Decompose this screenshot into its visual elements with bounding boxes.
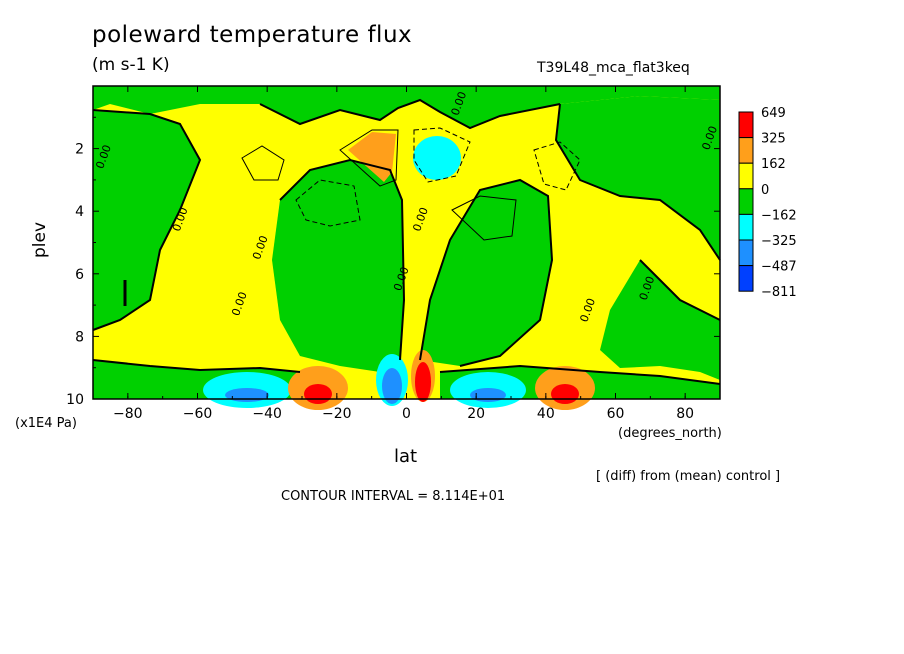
colorbar-swatch — [738, 137, 754, 164]
colorbar-label: −162 — [761, 208, 797, 223]
colorbar-swatch — [738, 188, 754, 215]
colorbar-swatch — [738, 162, 754, 190]
colorbar-swatch — [738, 265, 754, 292]
zero-contour — [639, 259, 721, 321]
dashed-contour — [533, 141, 581, 191]
y-tick-label: 8 — [75, 329, 84, 345]
zero-contour — [419, 178, 554, 367]
colorbar-label: −325 — [761, 234, 797, 249]
x-tick-label: −20 — [322, 406, 352, 422]
run-name: T39L48_mca_flat3keq — [537, 60, 690, 76]
y-tick-label: 10 — [66, 392, 84, 408]
fill-red-eq — [415, 362, 431, 402]
fill-green-right-lobe — [600, 260, 720, 380]
colorbar: 649 325 162 0 −162 −325 −487 −811 — [738, 106, 797, 300]
diff-note: [ (diff) from (mean) control ] — [596, 469, 781, 484]
y-tick-label: 2 — [75, 142, 84, 158]
colorbar-swatch — [738, 213, 754, 241]
zero-contour — [279, 158, 406, 361]
fill-green-top-band — [93, 86, 720, 128]
solid-contour — [241, 145, 285, 181]
chart-title: poleward temperature flux — [92, 22, 413, 48]
colorbar-swatch — [738, 111, 754, 139]
dashed-contour — [295, 179, 361, 227]
fill-green-left-lobe — [93, 110, 200, 330]
dashed-contour — [413, 127, 471, 183]
x-tick-label: 20 — [467, 406, 485, 422]
fill-green-right-upper — [556, 96, 720, 260]
chart-units: (m s-1 K) — [92, 55, 170, 75]
colorbar-swatch — [738, 239, 754, 267]
colorbar-label: 0 — [761, 183, 769, 198]
fill-blue-north-25 — [470, 388, 506, 402]
fill-green-center-left — [272, 160, 404, 372]
fill-blue-south-45 — [225, 388, 269, 402]
contour-interval: CONTOUR INTERVAL = 8.114E+01 — [281, 489, 506, 504]
x-tick-label: 80 — [676, 406, 694, 422]
y-axis-ticks: 2 4 6 8 10 — [66, 116, 720, 408]
zero-contour — [92, 359, 301, 373]
y-tick-label: 6 — [75, 267, 84, 283]
zero-contour — [554, 103, 721, 261]
fill-blue-eq — [382, 368, 402, 404]
fill-cyan-upper — [413, 136, 461, 180]
fill-red-north-43 — [551, 384, 579, 404]
zero-contour — [439, 364, 721, 385]
x-tick-label: 0 — [402, 406, 411, 422]
zero-contour — [259, 98, 561, 130]
colorbar-label: 325 — [761, 132, 786, 147]
y-axis-unit: (x1E4 Pa) — [15, 416, 77, 431]
fill-red-south-25 — [304, 384, 332, 404]
solid-contour — [339, 129, 399, 187]
contour-fill — [93, 86, 720, 410]
x-tick-label: 60 — [607, 406, 625, 422]
x-tick-label: −80 — [113, 406, 143, 422]
x-axis-ticks: −80 −60 −40 −20 0 20 40 60 80 — [92, 86, 721, 422]
x-axis-unit: (degrees_north) — [618, 426, 722, 441]
x-tick-label: 40 — [537, 406, 555, 422]
colorbar-label: −811 — [761, 285, 797, 300]
colorbar-label: −487 — [761, 260, 797, 275]
colorbar-label: 162 — [761, 157, 786, 172]
fill-green-center-right — [420, 180, 552, 366]
solid-contour — [451, 195, 517, 241]
x-tick-label: −60 — [183, 406, 213, 422]
colorbar-label: 649 — [761, 106, 786, 121]
contour-lines — [92, 98, 721, 385]
zero-contour — [92, 109, 202, 331]
x-tick-label: −40 — [252, 406, 282, 422]
x-axis-label: lat — [394, 446, 418, 467]
y-tick-label: 4 — [75, 204, 84, 220]
